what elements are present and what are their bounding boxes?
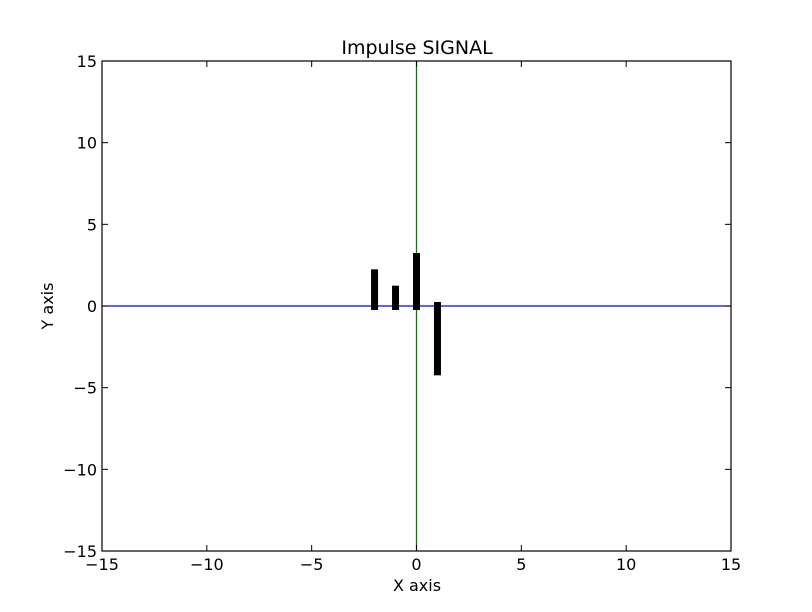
- impulse-bar: [371, 269, 379, 310]
- impulse-bar: [433, 302, 441, 376]
- x-tick-label: −10: [190, 555, 224, 574]
- plot-area: [102, 61, 731, 551]
- impulse-bar: [413, 253, 420, 310]
- chart-title: Impulse SIGNAL: [341, 37, 493, 59]
- y-axis-ticks: −15 −10 −5 0 5 10 15: [63, 52, 731, 561]
- x-tick-label: 5: [516, 555, 526, 574]
- x-axis-ticks: −15 −10 −5 0 5 10 15: [85, 61, 741, 574]
- x-tick-label: −5: [300, 555, 324, 574]
- x-tick-label: 0: [411, 555, 421, 574]
- x-tick-label: −15: [85, 555, 119, 574]
- y-tick-label: 15: [77, 52, 97, 71]
- impulse-bar: [392, 285, 400, 310]
- y-tick-label: 0: [87, 297, 97, 316]
- y-tick-label: 5: [87, 215, 97, 234]
- x-tick-label: 10: [616, 555, 636, 574]
- y-tick-label: 10: [77, 134, 97, 153]
- x-axis-label: X axis: [393, 576, 441, 595]
- x-tick-label: 15: [721, 555, 741, 574]
- y-tick-label: −5: [73, 379, 97, 398]
- y-tick-label: −10: [63, 460, 97, 479]
- y-axis-label: Y axis: [38, 283, 57, 331]
- y-tick-label: −15: [63, 542, 97, 561]
